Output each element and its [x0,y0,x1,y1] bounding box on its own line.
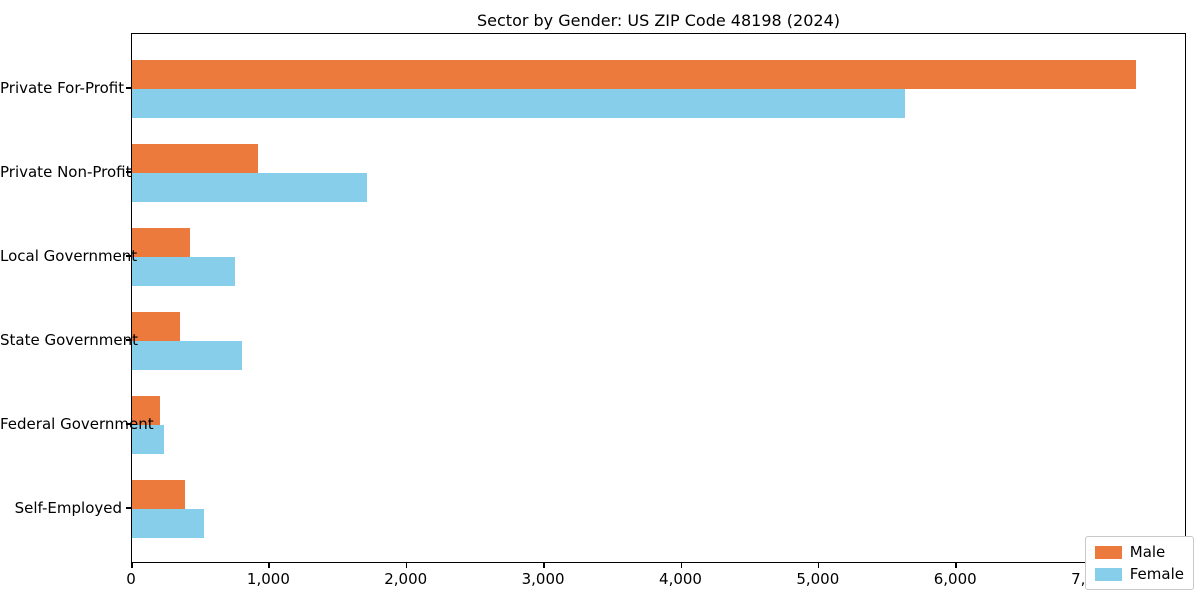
y-tick-local-government [126,255,131,257]
x-tick-4,000 [680,563,682,568]
y-tick-private-non-profit [126,171,131,173]
bar-male-federal-government [132,396,161,425]
bar-female-private-non-profit [132,173,367,202]
x-tick-label-0: 0 [126,570,136,588]
x-tick-label-2,000: 2,000 [384,570,428,588]
y-label-state-government: State Government [0,331,139,349]
bar-male-private-for-profit [132,60,1137,89]
x-tick-1,000 [268,563,270,568]
y-tick-state-government [126,339,131,341]
legend-item-male: Male [1094,543,1184,561]
bar-male-local-government [132,228,191,257]
y-tick-private-for-profit [126,87,131,89]
x-tick-2,000 [405,563,408,568]
bar-female-state-government [132,341,242,370]
legend-swatch-male [1094,545,1122,559]
bar-male-private-non-profit [132,144,259,173]
y-label-local-government: Local Government [0,247,138,265]
bar-female-local-government [132,257,235,286]
y-tick-self-employed [126,507,131,509]
bar-male-state-government [132,312,181,341]
y-tick-federal-government [126,423,131,425]
x-tick-label-1,000: 1,000 [246,570,290,588]
x-tick-6,000 [955,563,957,568]
x-tick-label-5,000: 5,000 [796,570,840,588]
legend-item-female: Female [1094,565,1184,583]
x-tick-label-6,000: 6,000 [933,570,977,588]
bar-female-private-for-profit [132,89,906,118]
legend-label-female: Female [1129,565,1184,583]
y-label-private-non-profit: Private Non-Profit [0,163,132,181]
x-tick-3,000 [543,563,545,568]
y-label-private-for-profit: Private For-Profit [0,79,125,97]
legend-label-male: Male [1129,543,1166,561]
chart-title: Sector by Gender: US ZIP Code 48198 (202… [477,11,840,30]
x-tick-5,000 [817,563,820,568]
x-tick-0 [131,563,133,568]
bar-female-federal-government [132,425,165,454]
legend-swatch-female [1094,567,1122,581]
x-tick-label-4,000: 4,000 [659,570,702,588]
y-label-self-employed: Self-Employed [14,499,122,517]
bar-male-self-employed [132,480,185,509]
plot-area [131,33,1186,563]
bar-female-self-employed [132,509,205,538]
legend: Male Female [1084,536,1194,590]
y-label-federal-government: Federal Government [0,415,154,433]
x-tick-label-3,000: 3,000 [521,570,565,588]
